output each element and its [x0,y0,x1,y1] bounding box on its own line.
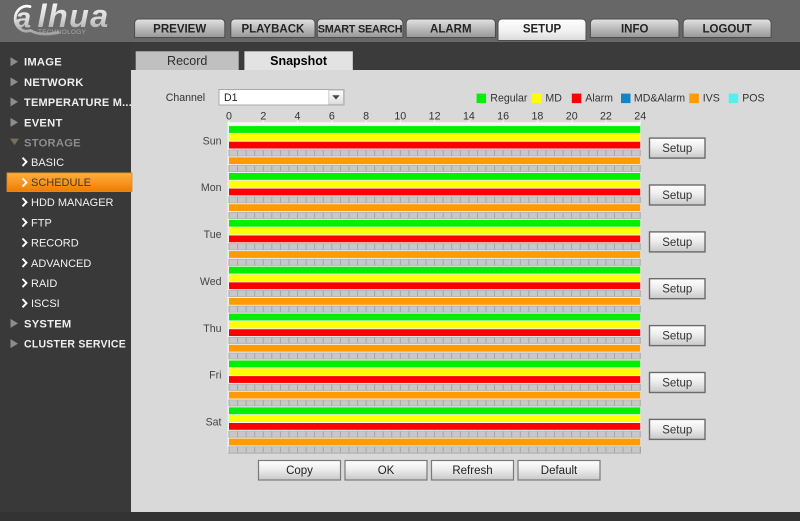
svg-text:Refresh: Refresh [452,465,492,477]
svg-text:Alarm: Alarm [585,92,613,104]
svg-text:0: 0 [226,111,232,123]
svg-text:SETUP: SETUP [523,23,562,35]
svg-text:Snapshot: Snapshot [270,54,328,68]
svg-text:Setup: Setup [662,331,692,343]
svg-text:CLUSTER SERVICE: CLUSTER SERVICE [24,339,126,351]
svg-text:NETWORK: NETWORK [24,77,84,89]
svg-text:12: 12 [429,111,441,123]
svg-text:OK: OK [378,465,395,477]
svg-text:Sun: Sun [203,135,222,147]
svg-text:16: 16 [497,111,509,123]
svg-text:Fri: Fri [209,370,221,382]
svg-text:LOGOUT: LOGOUT [702,23,751,35]
svg-text:Setup: Setup [662,143,692,155]
svg-text:Setup: Setup [662,237,692,249]
svg-text:D1: D1 [224,92,238,104]
svg-text:MD: MD [545,92,562,104]
svg-text:2: 2 [260,111,266,123]
svg-text:Regular: Regular [490,92,528,104]
svg-text:4: 4 [295,111,301,123]
svg-text:PREVIEW: PREVIEW [153,23,206,35]
svg-text:EVENT: EVENT [24,117,63,129]
svg-text:ISCSI: ISCSI [31,298,60,310]
svg-text:INFO: INFO [621,23,649,35]
svg-text:a: a [15,2,31,34]
svg-text:STORAGE: STORAGE [24,137,81,149]
svg-text:Setup: Setup [662,190,692,202]
svg-text:BASIC: BASIC [31,157,64,169]
svg-text:Wed: Wed [200,276,222,288]
svg-text:MD&Alarm: MD&Alarm [634,92,685,104]
svg-text:Setup: Setup [662,424,692,436]
svg-text:Record: Record [167,54,207,68]
svg-text:Tue: Tue [204,229,222,241]
svg-text:24: 24 [634,111,646,123]
svg-text:Channel: Channel [166,92,205,104]
svg-text:Copy: Copy [286,465,313,477]
svg-text:TEMPERATURE M...: TEMPERATURE M... [24,97,132,109]
svg-text:POS: POS [742,92,764,104]
svg-text:Sat: Sat [206,417,222,429]
svg-text:lhua: lhua [38,0,110,34]
svg-text:HDD MANAGER: HDD MANAGER [31,197,114,209]
svg-text:8: 8 [363,111,369,123]
svg-text:PLAYBACK: PLAYBACK [241,23,305,35]
svg-text:22: 22 [600,111,612,123]
svg-text:RAID: RAID [31,278,57,290]
svg-text:Mon: Mon [201,182,222,194]
svg-text:ALARM: ALARM [430,23,472,35]
svg-text:14: 14 [463,111,475,123]
svg-text:SMART SEARCH: SMART SEARCH [318,23,403,35]
svg-text:IMAGE: IMAGE [24,57,62,69]
svg-text:18: 18 [531,111,543,123]
svg-text:Setup: Setup [662,377,692,389]
svg-text:20: 20 [566,111,578,123]
svg-text:Setup: Setup [662,284,692,296]
svg-text:IVS: IVS [703,92,720,104]
svg-text:Thu: Thu [203,323,221,335]
svg-text:FTP: FTP [31,217,52,229]
svg-text:RECORD: RECORD [31,238,79,250]
svg-text:Default: Default [541,465,578,477]
svg-text:TECHNOLOGY: TECHNOLOGY [38,29,87,36]
svg-text:ADVANCED: ADVANCED [31,258,91,270]
svg-text:SYSTEM: SYSTEM [24,318,72,330]
svg-text:SCHEDULE: SCHEDULE [31,177,91,189]
svg-text:10: 10 [394,111,406,123]
svg-text:6: 6 [329,111,335,123]
